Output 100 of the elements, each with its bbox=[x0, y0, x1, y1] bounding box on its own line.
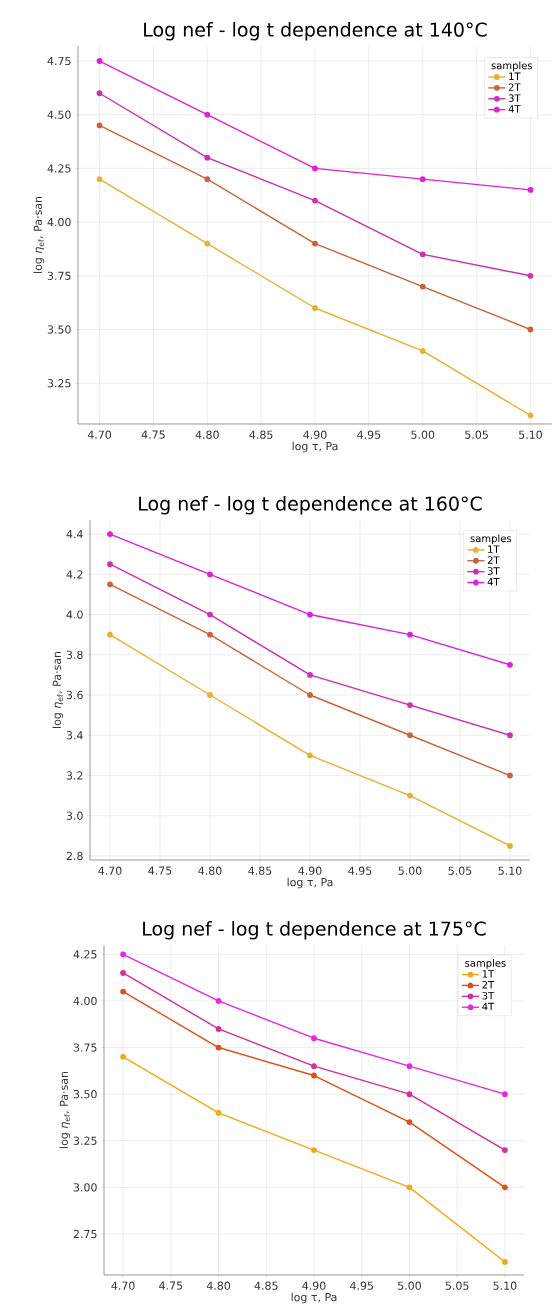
point bbox=[307, 692, 313, 698]
x-tick-label: 4.95 bbox=[357, 430, 381, 439]
point bbox=[96, 176, 103, 183]
point bbox=[307, 611, 313, 618]
y-tick-label: 3.00 bbox=[73, 1183, 97, 1192]
x-tick-label: 5.10 bbox=[498, 866, 522, 875]
point bbox=[307, 752, 313, 759]
legend-label: 2T bbox=[482, 980, 495, 989]
legend-label: 2T bbox=[487, 556, 500, 564]
y-tick-label: 3.75 bbox=[73, 1043, 97, 1052]
point bbox=[527, 412, 534, 419]
y-tick-label: 3.25 bbox=[73, 1136, 97, 1145]
x-tick-label: 4.90 bbox=[302, 1281, 326, 1290]
legend-label: 4T bbox=[508, 105, 521, 113]
legend-label: 3T bbox=[482, 991, 495, 1000]
point bbox=[96, 90, 103, 97]
point bbox=[107, 561, 113, 568]
y-tick-label: 4.50 bbox=[47, 110, 71, 119]
point bbox=[107, 581, 113, 588]
point bbox=[312, 197, 318, 204]
y-tick-label: 2.8 bbox=[66, 851, 83, 861]
point bbox=[215, 998, 222, 1004]
legend-title: samples bbox=[465, 959, 506, 969]
y-tick-label: 4.4 bbox=[66, 530, 83, 539]
point bbox=[120, 951, 126, 958]
legend-label: 3T bbox=[508, 94, 521, 102]
y-tick-label: 3.50 bbox=[73, 1090, 97, 1099]
y-tick-label: 2.75 bbox=[73, 1229, 97, 1239]
x-tick-label: 4.85 bbox=[248, 866, 272, 875]
point bbox=[406, 1184, 413, 1191]
legend-label: 1T bbox=[509, 72, 521, 80]
y-tick-label: 3.4 bbox=[66, 731, 83, 740]
x-tick-label: 5.10 bbox=[493, 1281, 517, 1290]
x-tick-label: 4.95 bbox=[350, 1281, 374, 1290]
point bbox=[207, 611, 213, 618]
x-tick-label: 5.00 bbox=[398, 866, 422, 875]
point bbox=[207, 692, 213, 698]
point bbox=[407, 702, 413, 708]
x-tick-label: 4.70 bbox=[87, 430, 112, 439]
point bbox=[207, 571, 213, 578]
point bbox=[502, 1147, 508, 1153]
point bbox=[527, 326, 534, 333]
y-tick-label: 4.00 bbox=[47, 217, 71, 227]
chart-title: Log nef - log t dependence at 140°C bbox=[144, 22, 487, 41]
legend-label: 4T bbox=[487, 578, 500, 586]
x-axis-title: log τ, Pa bbox=[292, 441, 338, 453]
x-tick-label: 4.80 bbox=[195, 430, 219, 439]
x-tick-label: 4.85 bbox=[254, 1281, 278, 1290]
point bbox=[204, 111, 211, 118]
y-tick-label: 3.50 bbox=[47, 325, 71, 334]
point bbox=[120, 970, 126, 976]
chart-title: Log nef - log t dependence at 175°C bbox=[143, 921, 486, 940]
point bbox=[311, 1063, 317, 1070]
point bbox=[507, 661, 513, 668]
point bbox=[311, 1072, 317, 1079]
x-tick-label: 5.00 bbox=[411, 430, 435, 439]
legend-label: 4T bbox=[482, 1002, 495, 1011]
x-tick-label: 5.10 bbox=[519, 430, 542, 439]
point bbox=[215, 1109, 222, 1116]
x-axis-title: log τ, Pa bbox=[291, 1292, 337, 1304]
y-axis-title: log η$_{ef}$, Pa·san bbox=[52, 651, 64, 728]
point bbox=[407, 732, 413, 739]
point bbox=[527, 272, 534, 279]
x-tick-label: 5.05 bbox=[465, 430, 488, 439]
y-axis-title: log η$_{ef}$, Pa·san bbox=[59, 1071, 71, 1148]
point bbox=[120, 1053, 126, 1060]
point bbox=[107, 631, 113, 638]
point bbox=[502, 1091, 508, 1098]
y-tick-label: 3.6 bbox=[66, 690, 83, 700]
point bbox=[312, 165, 318, 172]
x-tick-label: 4.90 bbox=[298, 866, 322, 875]
point bbox=[502, 1259, 508, 1265]
x-tick-label: 5.05 bbox=[445, 1281, 469, 1290]
x-tick-label: 5.05 bbox=[448, 866, 472, 875]
y-tick-label: 4.75 bbox=[47, 56, 71, 66]
y-tick-label: 3.75 bbox=[47, 271, 71, 280]
point bbox=[311, 1035, 317, 1042]
point bbox=[419, 251, 426, 258]
y-axis-title: log η$_{ef}$, Pa·san bbox=[33, 196, 45, 273]
point bbox=[312, 305, 318, 311]
point bbox=[419, 348, 426, 354]
point bbox=[507, 732, 513, 739]
point bbox=[96, 58, 103, 64]
legend-label: 1T bbox=[488, 545, 500, 553]
x-tick-label: 4.75 bbox=[141, 430, 165, 439]
y-tick-label: 4.00 bbox=[73, 996, 97, 1006]
x-tick-label: 4.75 bbox=[159, 1281, 183, 1290]
point bbox=[407, 631, 413, 638]
point bbox=[120, 988, 126, 995]
point bbox=[406, 1091, 413, 1098]
x-tick-label: 4.75 bbox=[148, 866, 172, 875]
point bbox=[419, 176, 426, 183]
x-axis-title: log τ, Pa bbox=[287, 877, 333, 889]
point bbox=[204, 176, 211, 183]
x-tick-label: 5.00 bbox=[398, 1281, 421, 1290]
point bbox=[204, 240, 211, 247]
y-tick-label: 4.2 bbox=[66, 570, 83, 579]
legend-label: 1T bbox=[482, 970, 495, 978]
legend-title: samples bbox=[470, 534, 512, 545]
x-tick-label: 4.95 bbox=[348, 866, 372, 875]
